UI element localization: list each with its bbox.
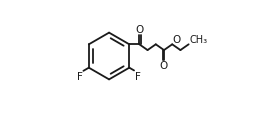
Text: O: O — [160, 61, 168, 71]
Text: CH₃: CH₃ — [189, 35, 207, 44]
Text: F: F — [77, 72, 83, 82]
Text: O: O — [173, 35, 181, 44]
Text: F: F — [135, 71, 141, 81]
Text: O: O — [135, 25, 144, 35]
